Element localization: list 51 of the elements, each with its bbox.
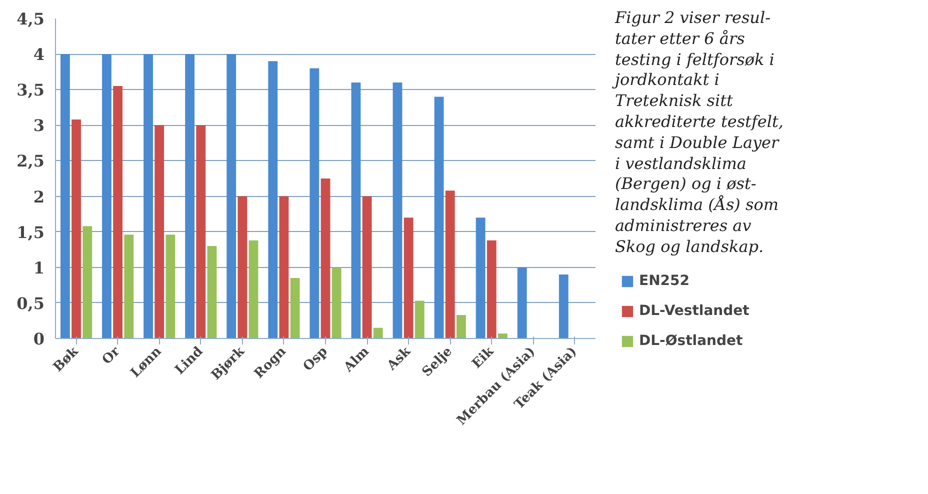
y-tick-label: 2,5 bbox=[16, 152, 45, 171]
bar bbox=[279, 196, 289, 338]
bar bbox=[517, 267, 527, 338]
bar bbox=[102, 54, 112, 338]
bar bbox=[362, 196, 372, 338]
bar bbox=[445, 190, 455, 338]
bar bbox=[248, 240, 258, 338]
bar bbox=[498, 334, 508, 338]
bar bbox=[72, 119, 81, 338]
bar bbox=[558, 274, 568, 338]
bar bbox=[310, 68, 320, 338]
bar bbox=[414, 300, 424, 338]
y-tick-label: 1,5 bbox=[16, 222, 45, 242]
y-tick-label: 0 bbox=[33, 330, 45, 348]
bar bbox=[82, 226, 92, 338]
bar bbox=[456, 315, 466, 338]
legend-label: DL-Vestlandet bbox=[639, 302, 750, 319]
bar bbox=[113, 86, 123, 338]
bar bbox=[166, 234, 176, 338]
bar bbox=[290, 278, 300, 338]
y-tick-label: 1 bbox=[33, 258, 45, 278]
bar bbox=[226, 54, 236, 338]
y-tick-label: 0,5 bbox=[16, 294, 45, 313]
bar bbox=[486, 240, 496, 338]
x-tick-label: Or bbox=[100, 344, 124, 368]
bar bbox=[144, 54, 153, 338]
x-tick-label: Osp bbox=[300, 344, 331, 374]
bar bbox=[434, 96, 444, 338]
bar bbox=[392, 82, 402, 338]
bar bbox=[320, 178, 330, 338]
bar bbox=[238, 196, 248, 338]
bar bbox=[404, 218, 414, 338]
y-tick-label: 3,5 bbox=[16, 80, 45, 100]
bar bbox=[476, 218, 486, 338]
y-tick-label: 2 bbox=[33, 187, 45, 206]
bar bbox=[124, 234, 134, 338]
bar bbox=[268, 61, 278, 338]
y-tick-label: 3 bbox=[33, 116, 45, 136]
x-tick-label: Eik bbox=[469, 343, 498, 372]
bar bbox=[373, 328, 383, 338]
legend-label: DL-Østlandet bbox=[639, 332, 743, 349]
bar bbox=[154, 125, 164, 338]
bar bbox=[185, 54, 195, 338]
legend-label: EN252 bbox=[639, 272, 690, 289]
bar bbox=[60, 54, 70, 338]
y-tick-label: 4,5 bbox=[16, 10, 45, 28]
bar bbox=[207, 246, 217, 338]
bar bbox=[332, 267, 342, 338]
bar bbox=[196, 125, 206, 338]
y-tick-label: 4 bbox=[33, 45, 45, 64]
bar bbox=[351, 82, 361, 338]
